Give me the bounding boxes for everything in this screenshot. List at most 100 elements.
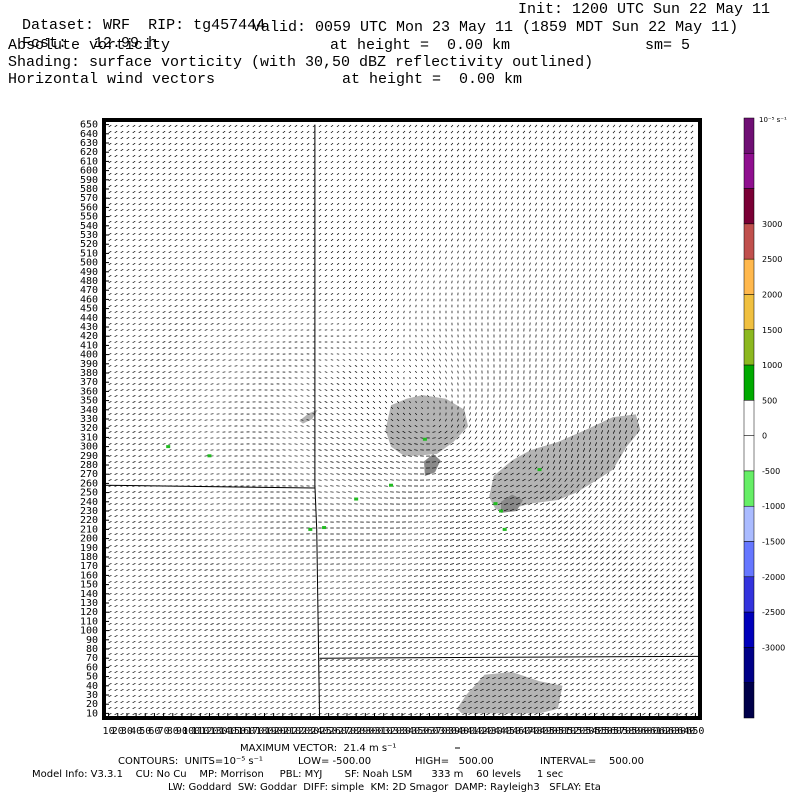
- x-tick-label: 20: [112, 726, 124, 737]
- y-tick-label: 360: [80, 386, 98, 397]
- x-tick-label: 560: [604, 726, 622, 737]
- shaded-region-central-dark: [424, 453, 441, 477]
- colorbar-label: 0: [762, 432, 767, 441]
- colorbar-swatch: [743, 505, 755, 542]
- y-tick-label: 420: [80, 331, 98, 342]
- colorbar-swatch: [743, 364, 755, 401]
- y-tick-label: 260: [80, 478, 98, 489]
- x-tick-label: 620: [659, 726, 677, 737]
- colorbar-swatch: [743, 329, 755, 366]
- y-tick-label: 230: [80, 506, 98, 517]
- colorbar-label: -1000: [762, 502, 785, 511]
- x-tick-label: 240: [310, 726, 328, 737]
- shaded-region-small-west: [299, 409, 318, 424]
- fcst-value: 12.99 h: [94, 35, 158, 52]
- x-tick-label: 330: [393, 726, 411, 737]
- y-tick-label: 190: [80, 543, 98, 554]
- y-tick-label: 290: [80, 451, 98, 462]
- y-tick-label: 380: [80, 368, 98, 379]
- y-tick-label: 480: [80, 276, 98, 287]
- colorbar-label: -2000: [762, 573, 785, 582]
- colorbar-units: 10⁻⁵ s⁻¹: [759, 116, 787, 124]
- colorbar-swatch: [743, 541, 755, 578]
- y-tick-label: 20: [86, 699, 98, 710]
- x-tick-label: 350: [411, 726, 429, 737]
- y-tick-label: 200: [80, 534, 98, 545]
- x-tick-label: 40: [130, 726, 142, 737]
- x-tick-label: 80: [167, 726, 179, 737]
- x-tick-label: 480: [531, 726, 549, 737]
- x-tick-label: 380: [439, 726, 457, 737]
- green-contour-mark: [308, 527, 313, 531]
- y-tick-label: 560: [80, 202, 98, 213]
- x-tick-label: 60: [148, 726, 160, 737]
- colorbar-swatch: [743, 294, 755, 331]
- x-tick-label: 500: [549, 726, 567, 737]
- colorbar-swatch: [743, 470, 755, 507]
- x-tick-label: 270: [338, 726, 356, 737]
- y-tick-label: 50: [86, 672, 98, 683]
- y-tick-label: 460: [80, 294, 98, 305]
- y-tick-label: 150: [80, 580, 98, 591]
- dataset-label: Dataset:: [22, 17, 95, 34]
- colorbar-swatch: [743, 611, 755, 648]
- rip-label: RIP:: [148, 17, 185, 34]
- x-tick-label: 150: [228, 726, 246, 737]
- colorbar-label: 1000: [762, 361, 782, 370]
- max-vector-label: MAXIMUM VECTOR: 21.4 m s⁻¹: [240, 743, 397, 754]
- x-tick-label: 260: [329, 726, 347, 737]
- contour-low: LOW= -500.00: [298, 756, 372, 767]
- colorbar-label: -1500: [762, 538, 785, 547]
- x-tick-label: 290: [356, 726, 374, 737]
- x-tick-label: 190: [265, 726, 283, 737]
- y-tick-label: 620: [80, 147, 98, 158]
- y-tick-label: 640: [80, 129, 98, 140]
- y-tick-label: 650: [80, 120, 98, 131]
- y-tick-label: 220: [80, 515, 98, 526]
- y-tick-label: 580: [80, 184, 98, 195]
- x-tick-label: 600: [641, 726, 659, 737]
- x-tick-label: 530: [576, 726, 594, 737]
- green-contour-mark: [493, 502, 498, 506]
- field3-height: at height = 0.00 km: [342, 71, 523, 88]
- x-tick-label: 320: [384, 726, 402, 737]
- y-tick-label: 40: [86, 681, 98, 692]
- header-valid: Valid: 0059 UTC Mon 23 May 11 (1859 MDT …: [252, 19, 739, 36]
- y-tick-label: 180: [80, 552, 98, 563]
- smoothing-label: sm= 5: [645, 37, 691, 54]
- y-tick-label: 630: [80, 138, 98, 149]
- colorbar-label: 2000: [762, 290, 782, 299]
- x-tick-label: 550: [595, 726, 613, 737]
- x-tick-label: 100: [182, 726, 200, 737]
- colorbar-label: 1500: [762, 326, 782, 335]
- colorbar-label: -3000: [762, 643, 785, 652]
- x-tick-label: 340: [402, 726, 420, 737]
- green-contour-mark: [422, 437, 427, 441]
- x-tick-label: 230: [301, 726, 319, 737]
- x-tick-label: 520: [567, 726, 585, 737]
- x-tick-label: 430: [485, 726, 503, 737]
- y-tick-label: 120: [80, 607, 98, 618]
- x-tick-label: 590: [631, 726, 649, 737]
- x-tick-label: 510: [558, 726, 576, 737]
- y-tick-label: 140: [80, 589, 98, 600]
- y-tick-label: 100: [80, 626, 98, 637]
- green-contour-mark: [502, 527, 507, 531]
- wind-vectors: [108, 124, 694, 716]
- y-tick-label: 440: [80, 313, 98, 324]
- x-tick-label: 640: [677, 726, 695, 737]
- y-tick-label: 500: [80, 258, 98, 269]
- x-tick-label: 250: [320, 726, 338, 737]
- model-info: Model Info: V3.3.1 CU: No Cu MP: Morriso…: [32, 769, 564, 780]
- colorbar-swatch: [743, 682, 755, 719]
- x-tick-label: 650: [686, 726, 704, 737]
- green-contour-mark: [322, 526, 327, 530]
- x-tick-label: 140: [219, 726, 237, 737]
- green-contour-mark: [354, 497, 359, 501]
- contour-interval: INTERVAL= 500.00: [540, 756, 644, 767]
- y-tick-label: 210: [80, 524, 98, 535]
- y-tick-label: 400: [80, 350, 98, 361]
- y-tick-label: 300: [80, 442, 98, 453]
- x-tick-label: 410: [466, 726, 484, 737]
